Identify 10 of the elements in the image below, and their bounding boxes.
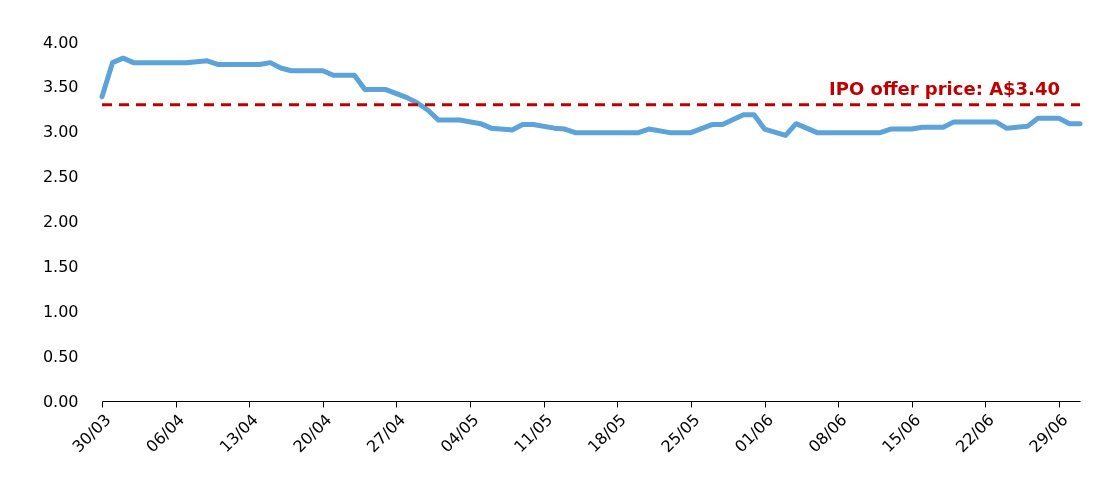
y-tick-label: 1.50 — [42, 256, 79, 276]
y-tick-label: 0.00 — [42, 391, 79, 411]
y-tick-label: 0.50 — [42, 346, 79, 366]
y-tick-label: 4.00 — [42, 32, 79, 52]
y-tick-label: 3.50 — [42, 77, 79, 97]
y-tick-label: 1.00 — [42, 301, 79, 321]
y-tick-label: 2.50 — [42, 167, 79, 187]
y-tick-label: 3.00 — [42, 122, 79, 142]
ref-line-label: IPO offer price: A$3.40 — [829, 77, 1060, 99]
y-tick-label: 2.00 — [42, 212, 79, 231]
